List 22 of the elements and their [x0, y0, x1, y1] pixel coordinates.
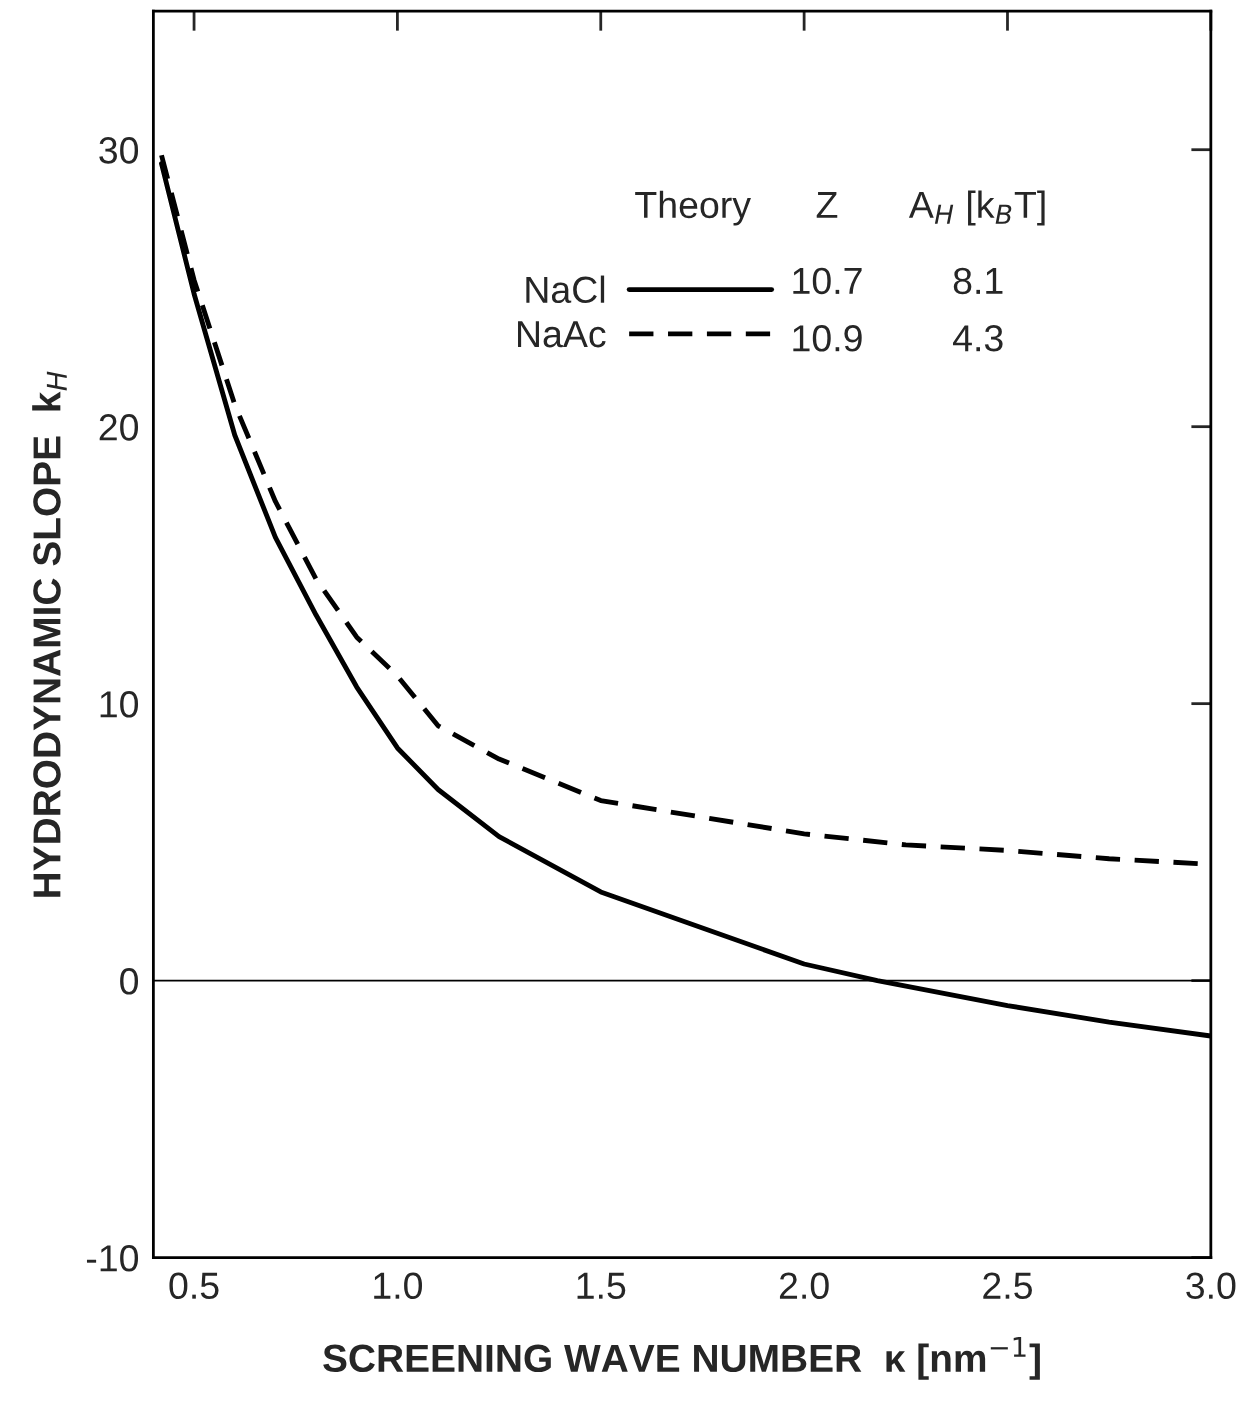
annotation: 4.3: [953, 325, 1003, 352]
y-tick-label: 0: [120, 968, 139, 995]
legend-label: NaCl: [526, 275, 605, 304]
y-tick-label: -10: [86, 1245, 139, 1272]
annotation: A$_{H}$ [k$_{B}$T]: [908, 190, 1045, 226]
annotation: Z: [816, 192, 838, 218]
x-axis-title: SCREENING WAVE NUMBER κ [nm$^{−1}$]: [323, 1337, 1040, 1380]
y-tick-label: 30: [99, 137, 139, 164]
y-tick-label: 20: [99, 414, 139, 441]
x-tick-label: 2.5: [983, 1272, 1032, 1300]
x-tick-label: 1.0: [374, 1272, 423, 1300]
x-tick-label: 2.0: [779, 1272, 829, 1300]
annotation: 8.1: [953, 267, 1003, 295]
x-tick-label: 0.5: [169, 1272, 219, 1300]
annotation: Theory: [635, 190, 751, 226]
x-tick-label: 3.0: [1186, 1272, 1236, 1300]
y-axis-title: HYDRODYNAMIC SLOPE k$_{H}$: [32, 371, 67, 897]
annotation: 10.9: [793, 325, 862, 352]
x-tick-label: 1.5: [577, 1272, 626, 1300]
y-tick-label: 10: [100, 691, 139, 718]
legend-label: NaAc: [518, 321, 606, 348]
annotation: 10.7: [793, 267, 862, 295]
